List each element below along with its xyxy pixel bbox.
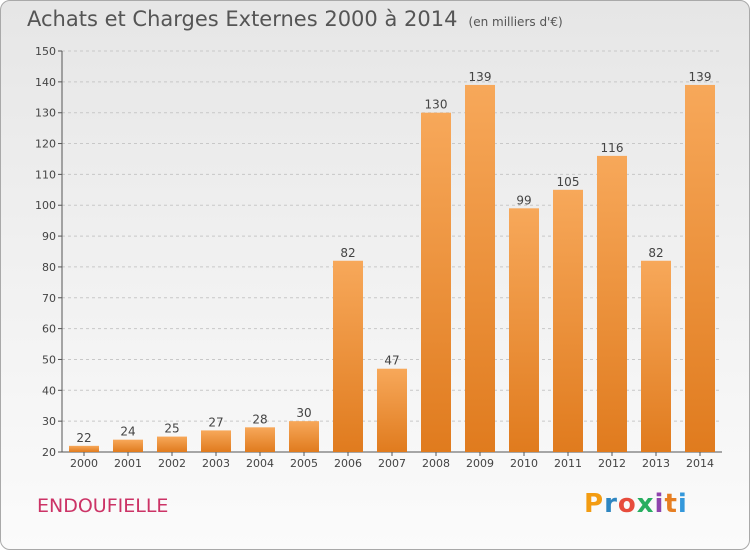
chart-title-block: Achats et Charges Externes 2000 à 2014 (… [27,7,563,31]
x-tick-label-2004: 2004 [246,457,274,470]
y-tick-label: 30 [42,415,56,428]
bar-2009 [465,84,495,452]
value-label-2002: 25 [164,422,179,436]
y-tick-label: 110 [35,168,56,181]
x-tick-label-2014: 2014 [686,457,714,470]
value-label-2004: 28 [252,412,267,426]
y-tick-label: 60 [42,323,56,336]
bar-2000 [69,445,99,452]
bar-2008 [421,112,451,452]
y-tick-label: 130 [35,107,56,120]
bar-2002 [157,436,187,452]
x-tick-label-2002: 2002 [158,457,186,470]
value-label-2011: 105 [557,175,580,189]
x-tick-label-2010: 2010 [510,457,538,470]
value-label-2007: 47 [384,354,399,368]
x-tick-label-2012: 2012 [598,457,626,470]
y-tick-label: 70 [42,292,56,305]
y-tick-label: 90 [42,230,56,243]
value-label-2014: 139 [689,70,712,84]
chart-title: Achats et Charges Externes 2000 à 2014 [27,7,458,31]
y-tick-label: 120 [35,138,56,151]
value-label-2000: 22 [76,431,91,445]
bar-2005 [289,421,319,452]
bar-2010 [509,208,539,452]
logo-letter: i [654,489,665,519]
x-tick-label-2000: 2000 [70,457,98,470]
bar-2013 [641,260,671,452]
y-tick-label: 140 [35,76,56,89]
value-label-2005: 30 [296,406,311,420]
logo-letter: P [584,489,605,519]
value-label-2013: 82 [648,246,663,260]
bar-2012 [597,155,627,452]
x-tick-label-2013: 2013 [642,457,670,470]
bar-2003 [201,430,231,452]
value-label-2001: 24 [120,425,135,439]
y-tick-label: 100 [35,199,56,212]
x-tick-label-2003: 2003 [202,457,230,470]
x-tick-label-2007: 2007 [378,457,406,470]
x-tick-label-2011: 2011 [554,457,582,470]
value-label-2006: 82 [340,246,355,260]
x-tick-label-2008: 2008 [422,457,450,470]
bar-2006 [333,260,363,452]
label-layer: 22 2000 24 2001 25 2002 27 2003 28 2004 30 2005 82 20… [70,70,714,470]
y-tick-label: 80 [42,261,56,274]
bar-layer [69,84,715,453]
proxiti-logo: Proxiti [584,489,688,519]
x-tick-label-2005: 2005 [290,457,318,470]
bar-2001 [113,439,143,452]
y-tick-label: 50 [42,353,56,366]
logo-letter: o [617,489,637,519]
logo-letter: i [677,489,688,519]
value-label-2009: 139 [469,70,492,84]
value-label-2008: 130 [425,98,448,112]
axis-layer: 20 30 40 50 60 70 80 90 100 110 120 130 140 150 [35,45,722,459]
value-label-2003: 27 [208,415,223,429]
x-tick-label-2001: 2001 [114,457,142,470]
logo-letter: r [604,489,618,519]
chart-subtitle: (en milliers d'€) [468,15,563,29]
logo-letter: x [636,489,655,519]
commune-name: ENDOUFIELLE [37,495,169,517]
logo-letter: t [664,489,678,519]
bar-2014 [685,84,715,452]
x-tick-label-2009: 2009 [466,457,494,470]
y-tick-label: 40 [42,384,56,397]
x-tick-label-2006: 2006 [334,457,362,470]
value-label-2010: 99 [516,193,531,207]
bar-2011 [553,189,583,453]
y-tick-label: 150 [35,45,56,58]
value-label-2012: 116 [601,141,624,155]
bar-2004 [245,427,275,452]
bar-2007 [377,368,407,452]
y-tick-label: 20 [42,446,56,459]
